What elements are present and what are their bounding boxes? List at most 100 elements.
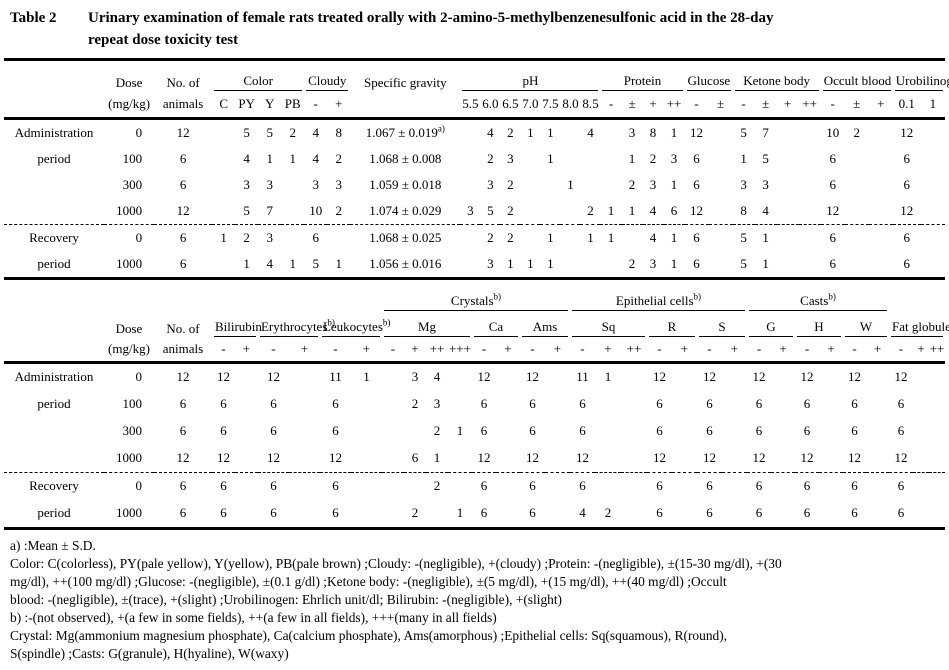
value-cell: 1 bbox=[670, 124, 678, 140]
value-cell bbox=[620, 471, 647, 500]
dose-value: 300 bbox=[122, 176, 143, 192]
value-cell bbox=[621, 223, 643, 251]
value-cell bbox=[540, 172, 560, 198]
column-label: Leukocytesb) bbox=[321, 318, 390, 337]
grade-header: + bbox=[827, 340, 835, 356]
data-row: period 100 6 6 6 6 2 3 6 6 6 6 6 6 6 6 6 bbox=[4, 391, 945, 418]
column-header: G bbox=[747, 311, 795, 337]
value-cell: 3 bbox=[335, 176, 343, 192]
grade-header: 7.5 bbox=[542, 95, 559, 111]
value-cell bbox=[289, 500, 320, 529]
value-cell bbox=[819, 362, 843, 391]
value-cell: 6 bbox=[803, 396, 811, 411]
value-cell bbox=[600, 251, 621, 279]
grade-header: + bbox=[300, 340, 309, 356]
value-cell bbox=[520, 172, 540, 198]
value-cell bbox=[545, 362, 570, 391]
value-cell: 4 bbox=[587, 124, 594, 140]
grade-header: ++ bbox=[626, 340, 642, 356]
value-cell: 12 bbox=[328, 450, 342, 465]
column-header: R bbox=[647, 311, 697, 337]
value-cell bbox=[212, 118, 235, 146]
grade-header: 1 bbox=[929, 95, 937, 111]
value-cell: 2 bbox=[628, 255, 636, 271]
grade-header: - bbox=[707, 340, 712, 356]
value-cell bbox=[921, 251, 945, 279]
value-cell bbox=[621, 362, 647, 391]
value-cell bbox=[865, 471, 890, 500]
value-cell bbox=[496, 445, 520, 473]
value-cell bbox=[776, 223, 799, 251]
value-cell bbox=[212, 146, 235, 172]
animals-header: No. of bbox=[166, 74, 200, 90]
value-cell bbox=[212, 251, 235, 279]
grade-header: - bbox=[741, 95, 746, 111]
value-cell: 1 bbox=[547, 124, 554, 140]
value-cell bbox=[580, 172, 600, 198]
grade-header: + bbox=[335, 95, 343, 111]
grade-header: 6.0 bbox=[482, 95, 499, 111]
value-cell: 6 bbox=[519, 471, 545, 500]
column-label: H bbox=[796, 319, 841, 337]
dose-value: 0 bbox=[104, 223, 155, 251]
value-cell bbox=[799, 198, 821, 225]
value-cell bbox=[721, 471, 747, 500]
column-group-label: Castsb) bbox=[748, 292, 888, 311]
value-cell: 2 bbox=[507, 176, 514, 192]
value-cell: 12 bbox=[525, 369, 539, 384]
grade-header: + bbox=[877, 95, 885, 111]
value-cell bbox=[777, 198, 799, 225]
grade-header: + bbox=[873, 340, 882, 356]
grade-header: ± bbox=[853, 95, 861, 111]
value-cell bbox=[771, 418, 795, 445]
value-cell: 2 bbox=[480, 223, 501, 251]
value-cell bbox=[212, 198, 235, 225]
column-header: Protein bbox=[600, 59, 684, 91]
grade-header: - bbox=[580, 340, 585, 356]
value-cell bbox=[845, 172, 869, 198]
value-cell: 7 bbox=[762, 124, 769, 140]
footnote-marker: b) bbox=[493, 291, 502, 302]
value-cell: 5 bbox=[266, 124, 273, 140]
dose-value: 1000 bbox=[116, 255, 143, 271]
value-cell bbox=[921, 172, 945, 198]
value-cell bbox=[722, 500, 747, 529]
column-label: Cloudy bbox=[306, 73, 349, 91]
animals-label: animals bbox=[162, 95, 204, 111]
grade-header: - bbox=[390, 340, 396, 356]
value-cell bbox=[560, 146, 580, 172]
data-row: Recovery 0 6 6 6 6 2 6 6 6 6 6 6 6 6 6 bbox=[3, 471, 946, 500]
value-cell bbox=[600, 118, 621, 146]
value-cell bbox=[595, 391, 621, 418]
value-cell bbox=[560, 118, 580, 146]
value-cell: 11 bbox=[329, 369, 342, 384]
footnote-marker: b) bbox=[327, 317, 335, 328]
value-cell: 6 bbox=[706, 423, 713, 438]
spacer-cell bbox=[889, 289, 945, 311]
value-cell bbox=[621, 445, 647, 473]
period-label: period bbox=[37, 396, 71, 411]
column-label: Urobilinogen bbox=[894, 73, 949, 91]
value-cell: 6 bbox=[304, 223, 328, 251]
period-label: Recovery bbox=[4, 223, 105, 251]
value-cell: 1 bbox=[762, 255, 769, 271]
value-cell: 6 bbox=[706, 396, 713, 411]
value-cell: 3 bbox=[433, 396, 441, 411]
value-cell bbox=[799, 172, 821, 198]
value-cell: 6 bbox=[332, 396, 339, 411]
dose-header: Dose bbox=[115, 74, 143, 90]
value-cell: 2 bbox=[335, 150, 343, 166]
value-cell bbox=[921, 146, 945, 172]
table-header: Crystalsb) Epithelial cellsb) Castsb) Dose N… bbox=[3, 289, 949, 363]
column-label: Ams bbox=[521, 319, 568, 337]
value-cell bbox=[929, 362, 945, 391]
grade-header: 8.5 bbox=[582, 95, 599, 111]
value-cell bbox=[448, 445, 472, 473]
data-row: Administration 0 12 5 5 2 4 8 1.067 ± 0.019a) 4 2 1… bbox=[4, 118, 945, 146]
header-row: (mg/kg) animals - + - + - + - + ++ +++ - + - + - + ++ - + - + -… bbox=[4, 337, 945, 363]
animal-count: 6 bbox=[153, 471, 212, 500]
grade-header: + bbox=[779, 340, 787, 356]
column-header: Ca bbox=[472, 311, 520, 337]
value-cell: 6 bbox=[693, 255, 700, 271]
value-cell: 1 bbox=[527, 124, 534, 140]
